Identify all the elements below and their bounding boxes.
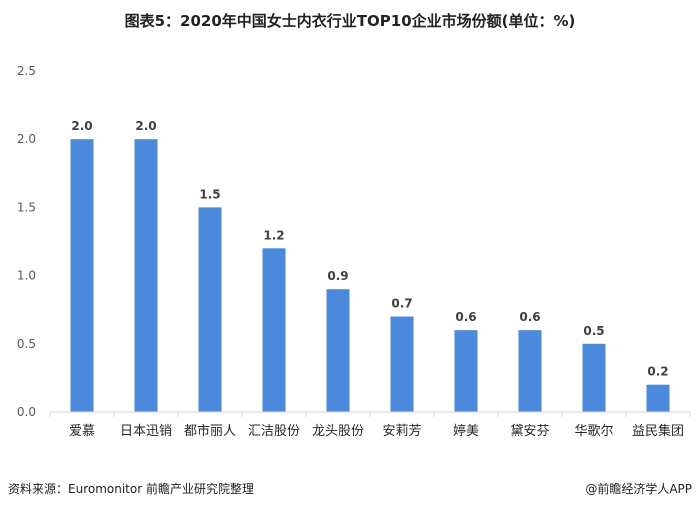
- x-tick-label: 汇洁股份: [248, 424, 300, 439]
- chart-title: 图表5：2020年中国女士内衣行业TOP10企业市场份额(单位：%): [124, 12, 576, 30]
- y-tick-label: 1.5: [17, 200, 36, 214]
- data-label: 0.5: [583, 324, 604, 338]
- bar: [134, 139, 158, 412]
- bar-chart: 0.0 0.5 1.0 1.5 2.0 2.5 2.0 2.0 1.5 1.2 0.9 0.7 0.6…: [17, 64, 691, 439]
- x-tick-label: 安莉芳: [382, 424, 421, 439]
- bar: [70, 139, 94, 412]
- x-tick-label: 华歌尔: [574, 424, 613, 439]
- x-tick-label: 爱慕: [69, 424, 95, 439]
- x-tick-label: 日本迅销: [120, 424, 172, 439]
- data-label: 2.0: [71, 119, 92, 133]
- x-tick-label: 益民集团: [632, 423, 684, 439]
- data-label: 0.9: [327, 269, 348, 283]
- bar: [518, 330, 542, 412]
- bar: [390, 316, 414, 412]
- y-tick-label: 0.0: [17, 405, 36, 419]
- y-tick-label: 2.5: [17, 64, 36, 78]
- y-tick-label: 2.0: [17, 132, 36, 146]
- data-label: 1.5: [199, 187, 220, 201]
- bar: [326, 289, 350, 412]
- x-axis: 爱慕 日本迅销 都市丽人 汇洁股份 龙头股份 安莉芳 婷美 黛安芬 华歌尔 益民集团: [49, 411, 691, 439]
- bar: [198, 207, 222, 412]
- bars: 2.0 2.0 1.5 1.2 0.9 0.7 0.6 0.6 0.5 0.2: [70, 119, 670, 412]
- data-label: 0.7: [391, 297, 412, 311]
- y-tick-label: 1.0: [17, 269, 36, 283]
- x-tick-label: 婷美: [453, 423, 479, 439]
- data-label: 2.0: [135, 119, 156, 133]
- bar: [582, 343, 606, 412]
- x-tick-label: 龙头股份: [312, 424, 364, 439]
- y-tick-label: 0.5: [17, 337, 36, 351]
- data-label: 0.6: [519, 310, 540, 324]
- data-label: 0.2: [647, 365, 668, 379]
- chart-svg: 0.0 0.5 1.0 1.5 2.0 2.5 2.0 2.0 1.5 1.2 0.9 0.7 0.6…: [17, 64, 691, 439]
- bar: [262, 248, 286, 412]
- source-note: 资料来源：Euromonitor 前瞻产业研究院整理: [8, 482, 254, 496]
- brand-credit: @前瞻经济学人APP: [585, 482, 692, 496]
- x-tick-label: 都市丽人: [184, 423, 236, 439]
- data-label: 1.2: [263, 228, 284, 242]
- y-axis: 0.0 0.5 1.0 1.5 2.0 2.5: [17, 64, 36, 419]
- data-label: 0.6: [455, 310, 476, 324]
- bar: [454, 330, 478, 412]
- x-tick-label: 黛安芬: [510, 424, 549, 439]
- bar: [646, 384, 670, 412]
